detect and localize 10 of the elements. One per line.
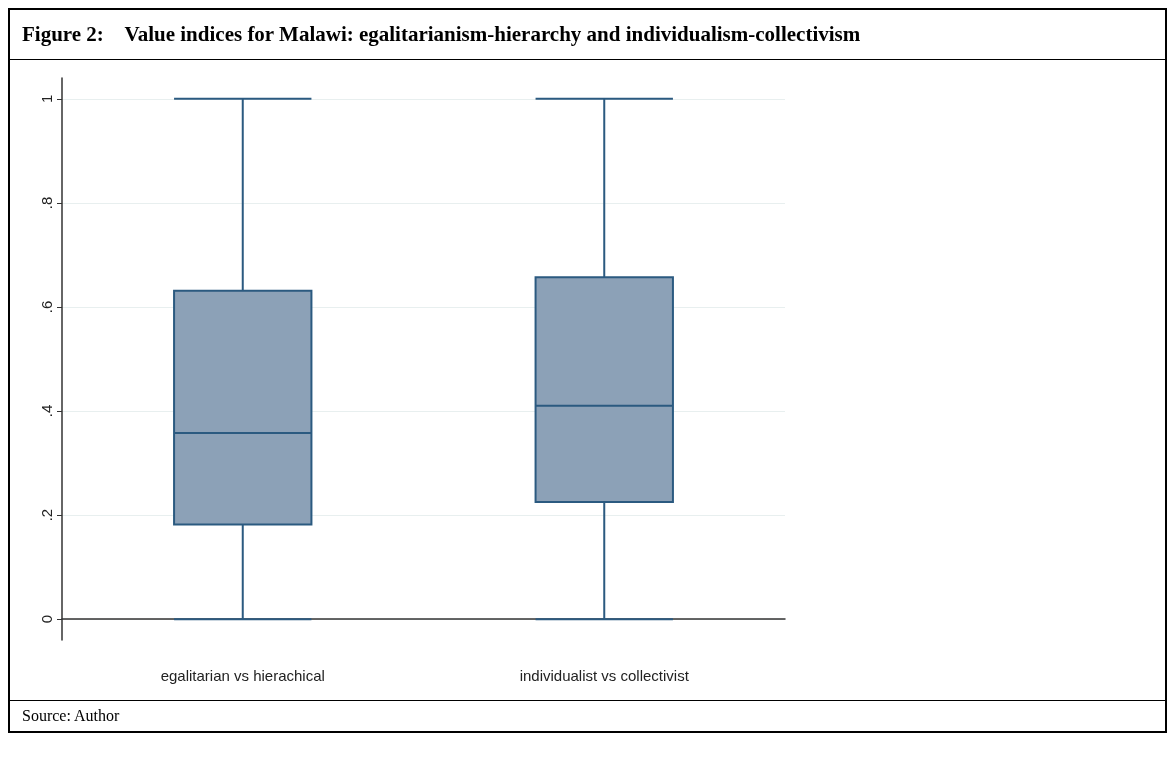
- y-tick-label: .8: [38, 196, 55, 210]
- x-tick-label: individualist vs collectivist: [519, 667, 690, 684]
- y-tick-label: 1: [38, 94, 55, 103]
- y-tick-label: .2: [38, 508, 55, 522]
- y-tick-label: .4: [38, 404, 55, 418]
- chart-title: Figure 2: Value indices for Malawi: egalitarianism-hierarchy and individualism-collectivism: [10, 10, 1165, 60]
- source-note: Source: Author: [21, 706, 121, 726]
- y-tick-label: .6: [38, 300, 55, 314]
- y-tick-label: 0: [38, 615, 55, 624]
- x-tick-label: egalitarian vs hierachical: [160, 667, 325, 684]
